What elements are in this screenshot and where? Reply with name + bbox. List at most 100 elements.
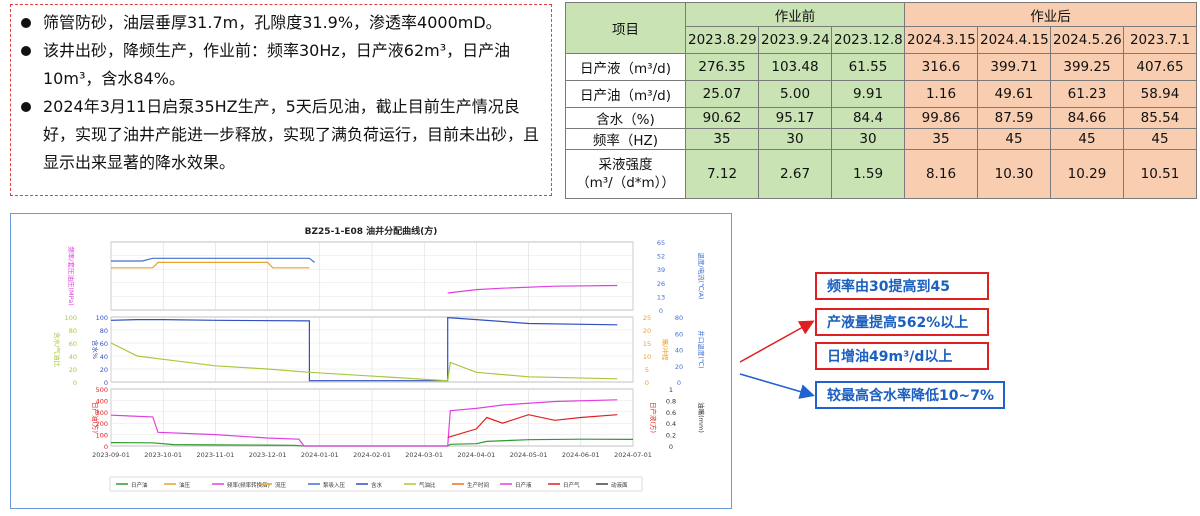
x-tick-label: 2024-01-01 <box>301 451 339 459</box>
y-tick-label: 13 <box>657 293 665 301</box>
x-tick-label: 2023-12-01 <box>249 451 287 459</box>
summary-box: 筛管防砂，油层垂厚31.7m，孔隙度31.9%，渗透率4000mD。 该井出砂，… <box>10 4 552 196</box>
y-axis-label: 含水% <box>91 340 100 359</box>
table-cell: 85.54 <box>1123 107 1197 129</box>
row-label: 含水（%) <box>565 107 686 129</box>
y-tick-label: 40 <box>69 353 77 361</box>
y-tick-label: 80 <box>69 327 77 335</box>
y-tick-label: 40 <box>675 347 683 355</box>
y-tick-label: 400 <box>96 397 108 405</box>
date-header: 2023.9.24 <box>758 26 832 54</box>
table-cell: 45 <box>1050 128 1124 150</box>
chart-x-ticks: 2023-09-01 2023-10-01 2023-11-01 2023-12-01… <box>92 451 652 459</box>
table-row: 采液强度 （m³/（d*m）） 7.12 2.67 1.59 8.16 10.30… <box>565 149 1197 199</box>
table-row: 含水（%) 90.62 95.17 84.4 99.86 87.59 84.66… <box>565 107 1197 129</box>
y-tick-label: 52 <box>657 253 665 261</box>
series-line-4 <box>110 399 618 447</box>
table-cell: 25.07 <box>685 80 759 108</box>
x-tick-label: 2024-05-01 <box>510 451 548 459</box>
y-tick-label: 200 <box>96 420 108 428</box>
y-tick-label: 0 <box>104 443 108 451</box>
series-line-8 <box>447 414 618 438</box>
table-row: 日产液（m³/d) 276.35 103.48 61.55 316.6 399.… <box>565 53 1197 81</box>
bullet-text: 2024年3月11日启泵35HZ生产，5天后见油，截止目前生产情况良好，实现了油… <box>43 97 540 172</box>
legend-label: 频率(频率转换后) <box>227 481 270 489</box>
legend-label: 含水 <box>371 481 383 489</box>
y-tick-label: 80 <box>100 327 108 335</box>
y-axis-label: 频率/套压油压(MPa) <box>67 246 76 305</box>
table-cell: 2.67 <box>758 149 832 199</box>
y-tick-label: 60 <box>675 330 683 338</box>
bullet-item: 该井出砂，降频生产，作业前：频率30Hz，日产液62m³，日产油10m³，含水8… <box>19 37 543 93</box>
y-tick-label: 0 <box>73 379 77 387</box>
bullet-item: 2024年3月11日启泵35HZ生产，5天后见油，截止目前生产情况良好，实现了油… <box>19 93 543 177</box>
y-tick-label: 0 <box>677 379 681 387</box>
legend-label: 气油比 <box>419 481 436 489</box>
chart-grid <box>110 241 634 447</box>
row-label: 日产油（m³/d) <box>565 80 686 108</box>
legend-label: 动液面 <box>611 481 628 489</box>
y-tick-label: 5 <box>645 366 649 374</box>
y-tick-label: 26 <box>657 280 665 288</box>
bullet-text: 该井出砂，降频生产，作业前：频率30Hz，日产液62m³，日产油10m³，含水8… <box>43 41 511 88</box>
y-tick-label: 20 <box>100 366 108 374</box>
y-tick-label: 300 <box>96 409 108 417</box>
callout-watercut-decrease: 较最高含水率降低10~7% <box>815 381 1005 409</box>
row-label: 频率（HZ) <box>565 128 686 150</box>
table-cell: 49.61 <box>977 80 1051 108</box>
bullet-dot-icon <box>21 46 31 56</box>
table-cell: 10.29 <box>1050 149 1124 199</box>
y-tick-label: 60 <box>100 340 108 348</box>
before-header: 作业前 <box>685 2 905 27</box>
bullet-item: 筛管防砂，油层垂厚31.7m，孔隙度31.9%，渗透率4000mD。 <box>19 9 543 37</box>
chart-axes: 频率/套压油压(MPa) 温度/电流(℃/A) 65 52 39 26 13 0 含水/气油比 1… <box>53 239 706 451</box>
table-cell: 45 <box>1123 128 1197 150</box>
y-axis-label: 温度/电流(℃/A) <box>697 252 706 299</box>
table-cell: 61.23 <box>1050 80 1124 108</box>
table-cell: 10.51 <box>1123 149 1197 199</box>
y-tick-label: 0 <box>645 379 649 387</box>
legend-label: 流压 <box>275 481 287 489</box>
red-arrow <box>739 320 815 363</box>
date-header: 2023.12.8 <box>831 26 905 54</box>
item-header: 项目 <box>565 2 686 54</box>
table-cell: 399.71 <box>977 53 1051 81</box>
y-axis-label: 嘴/冲程 <box>661 339 670 361</box>
table-cell: 10.30 <box>977 149 1051 199</box>
table-cell: 87.59 <box>977 107 1051 129</box>
table-cell: 276.35 <box>685 53 759 81</box>
chart-title: BZ25-1-E08 油井分配曲线(方) <box>305 225 438 237</box>
production-chart-svg: BZ25-1-E08 油井分配曲线(方) 频率/套压油压(MPa) 温度/电流(℃… <box>53 225 706 492</box>
y-tick-label: 20 <box>643 327 651 335</box>
table-cell: 99.86 <box>904 107 978 129</box>
y-tick-label: 60 <box>69 340 77 348</box>
date-header: 2023.8.29 <box>685 26 759 54</box>
legend-label: 日产气 <box>563 481 580 489</box>
row-label-line: （m³/（d*m）） <box>576 175 675 191</box>
y-tick-label: 39 <box>657 266 665 274</box>
x-tick-label: 2024-03-01 <box>405 451 443 459</box>
table-cell: 399.25 <box>1050 53 1124 81</box>
bullet-dot-icon <box>21 102 31 112</box>
table-cell: 84.66 <box>1050 107 1124 129</box>
y-axis-label: 油嘴(mm) <box>697 402 706 433</box>
y-tick-label: 20 <box>675 363 683 371</box>
callout-oil-increase: 日增油49m³/d以上 <box>815 342 989 370</box>
y-tick-label: 10 <box>643 353 651 361</box>
y-tick-label: 0.4 <box>666 420 676 428</box>
y-tick-label: 0.6 <box>666 409 676 417</box>
y-tick-label: 15 <box>643 340 651 348</box>
row-label: 日产液（m³/d) <box>565 53 686 81</box>
y-axis-label: 日产油(方) <box>91 402 100 433</box>
legend-label: 日产油 <box>131 481 148 489</box>
table-cell: 5.00 <box>758 80 832 108</box>
x-tick-label: 2023-11-01 <box>197 451 235 459</box>
production-chart: BZ25-1-E08 油井分配曲线(方) 频率/套压油压(MPa) 温度/电流(℃… <box>10 213 732 509</box>
y-tick-label: 40 <box>100 353 108 361</box>
table-cell: 45 <box>977 128 1051 150</box>
table-cell: 1.59 <box>831 149 905 199</box>
row-label-line: 采液强度 <box>598 157 653 173</box>
y-axis-label: 日产液(方) <box>649 402 658 433</box>
table-cell: 95.17 <box>758 107 832 129</box>
series-line-3 <box>447 284 618 294</box>
